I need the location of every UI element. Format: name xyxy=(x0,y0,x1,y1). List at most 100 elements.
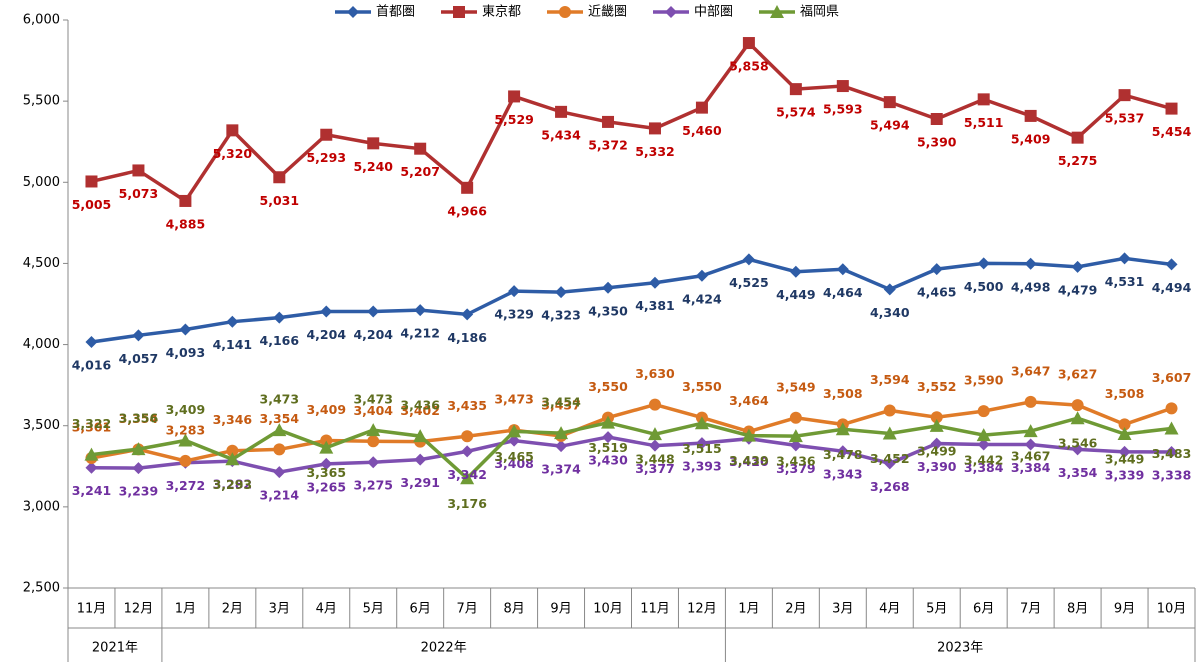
marker xyxy=(555,286,568,299)
data-label: 3,508 xyxy=(823,386,863,401)
marker xyxy=(320,128,333,141)
data-label: 5,529 xyxy=(494,112,534,127)
y-tick-label: 4,000 xyxy=(23,337,60,352)
marker xyxy=(554,426,569,440)
marker xyxy=(977,405,990,418)
data-label: 4,525 xyxy=(729,275,769,290)
data-label: 3,465 xyxy=(494,449,534,464)
marker xyxy=(1071,260,1084,273)
legend-marker xyxy=(770,5,784,18)
marker xyxy=(883,96,896,109)
x-tick-label: 7月 xyxy=(1020,602,1041,617)
data-label: 3,409 xyxy=(306,402,346,417)
marker xyxy=(507,424,522,438)
data-label: 4,166 xyxy=(260,333,300,348)
marker xyxy=(1165,446,1178,459)
marker xyxy=(367,456,380,469)
legend-marker xyxy=(559,6,571,18)
marker xyxy=(1118,445,1131,458)
x-tick-label: 5月 xyxy=(363,602,384,617)
data-label: 5,293 xyxy=(306,150,346,165)
data-label: 4,057 xyxy=(119,351,159,366)
data-label: 3,291 xyxy=(400,475,440,490)
data-label: 3,499 xyxy=(917,443,957,458)
data-label: 3,442 xyxy=(964,453,1004,468)
marker xyxy=(320,305,333,318)
x-tick-label: 6月 xyxy=(410,602,431,617)
data-label: 5,593 xyxy=(823,102,863,117)
series-line xyxy=(91,256,1172,344)
y-tick-label: 5,000 xyxy=(23,175,60,190)
marker xyxy=(226,444,239,457)
data-label: 3,473 xyxy=(260,392,300,407)
marker xyxy=(1118,89,1131,102)
marker xyxy=(1164,421,1179,435)
legend-label: 中部圏 xyxy=(694,5,733,20)
marker xyxy=(883,283,896,296)
data-label: 3,647 xyxy=(1011,363,1051,378)
x-tick-label: 12月 xyxy=(687,602,717,617)
marker xyxy=(85,175,98,188)
data-label: 3,449 xyxy=(1105,451,1145,466)
marker xyxy=(413,429,428,443)
data-label: 3,339 xyxy=(1105,467,1145,482)
data-label: 4,141 xyxy=(213,337,253,352)
x-tick-label: 11月 xyxy=(77,602,107,617)
data-label: 3,275 xyxy=(353,478,393,493)
data-label: 3,283 xyxy=(166,422,206,437)
data-label: 5,574 xyxy=(776,105,816,120)
x-tick-label: 3月 xyxy=(269,602,290,617)
marker xyxy=(647,427,662,441)
data-label: 5,240 xyxy=(353,159,393,174)
marker xyxy=(226,124,239,137)
data-label: 3,552 xyxy=(917,379,957,394)
data-label: 5,858 xyxy=(729,59,769,74)
x-tick-label: 7月 xyxy=(457,602,478,617)
data-label: 3,241 xyxy=(72,483,112,498)
marker xyxy=(835,422,850,436)
y-tick-label: 5,500 xyxy=(23,94,60,109)
x-tick-label: 11月 xyxy=(640,602,670,617)
marker xyxy=(461,181,474,194)
x-tick-label: 2月 xyxy=(222,602,243,617)
data-label: 3,630 xyxy=(635,366,675,381)
data-label: 4,449 xyxy=(776,287,816,302)
data-label: 3,343 xyxy=(823,467,863,482)
x-tick-label: 1月 xyxy=(738,602,759,617)
marker xyxy=(555,105,568,118)
data-label: 3,390 xyxy=(917,459,957,474)
marker xyxy=(977,257,990,270)
x-tick-label: 8月 xyxy=(503,602,524,617)
data-label: 4,966 xyxy=(447,203,487,218)
data-label: 3,437 xyxy=(541,397,581,412)
data-label: 3,176 xyxy=(447,496,487,511)
data-label: 4,204 xyxy=(353,327,393,342)
y-tick-label: 2,500 xyxy=(23,581,60,596)
data-label: 3,239 xyxy=(119,484,159,499)
marker xyxy=(225,452,240,466)
data-label: 3,301 xyxy=(72,420,112,435)
marker xyxy=(461,430,474,443)
data-label: 5,494 xyxy=(870,118,910,133)
marker xyxy=(742,37,755,50)
data-label: 4,479 xyxy=(1058,282,1098,297)
x-tick-label: 4月 xyxy=(316,602,337,617)
data-label: 3,356 xyxy=(119,411,159,426)
marker xyxy=(414,142,427,155)
data-label: 4,340 xyxy=(870,305,910,320)
marker xyxy=(85,335,98,348)
marker xyxy=(602,431,615,444)
marker xyxy=(977,93,990,106)
data-label: 4,212 xyxy=(400,326,440,341)
data-label: 3,508 xyxy=(1105,386,1145,401)
marker xyxy=(836,80,849,93)
marker xyxy=(977,438,990,451)
data-label: 3,452 xyxy=(870,451,910,466)
data-label: 3,338 xyxy=(1152,468,1192,483)
data-label: 5,031 xyxy=(260,193,300,208)
data-label: 3,436 xyxy=(776,454,816,469)
data-label: 3,478 xyxy=(823,447,863,462)
marker xyxy=(226,315,239,328)
data-label: 3,384 xyxy=(964,460,1004,475)
